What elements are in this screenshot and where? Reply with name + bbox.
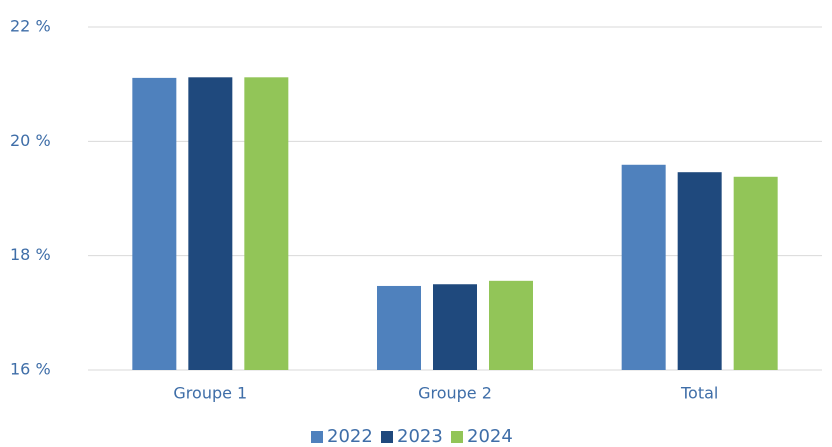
legend-swatch [311,431,323,443]
bar [132,77,177,371]
bar [188,77,233,370]
legend-swatch [451,431,463,443]
y-tick-label: 20 % [10,131,51,150]
bar [244,77,289,370]
x-tick-label: Groupe 2 [418,384,492,403]
legend-label: 2023 [397,426,443,447]
bar [377,285,421,370]
bar [677,172,722,370]
y-tick-label: 16 % [10,360,51,379]
y-tick-label: 22 % [10,17,51,36]
bar [733,176,778,370]
bar [489,280,533,370]
x-tick-label: Groupe 1 [173,384,247,403]
legend-swatch [381,431,393,443]
y-tick-label: 18 % [10,245,51,264]
legend-label: 2022 [327,426,373,447]
legend-label: 2024 [467,426,513,447]
bar [433,284,477,370]
bar [621,164,666,370]
x-tick-label: Total [680,384,718,403]
